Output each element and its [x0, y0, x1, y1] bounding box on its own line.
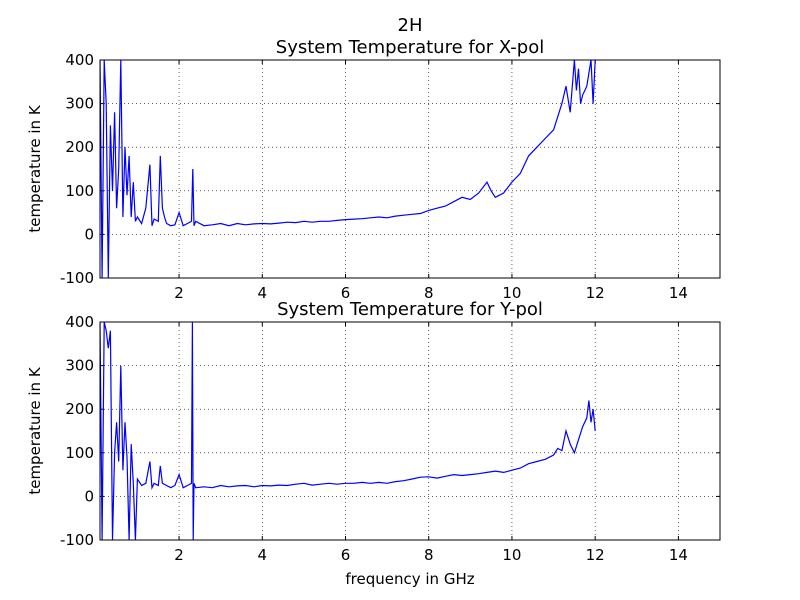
x-pol-xtick-label: 10 — [502, 284, 521, 302]
x-pol-xtick-label: 6 — [341, 284, 351, 302]
x-pol-series-line — [100, 60, 596, 278]
y-pol-ytick-label: 0 — [84, 487, 94, 505]
y-pol-xtick-label: 14 — [669, 546, 688, 564]
y-pol-ytick-label: 300 — [65, 357, 94, 375]
x-pol-xtick-label: 8 — [424, 284, 434, 302]
x-pol-ylabel: temperature in K — [26, 104, 44, 232]
x-pol-plot: System Temperature for X-pol temperature… — [26, 37, 721, 302]
y-pol-xtick-label: 2 — [174, 546, 184, 564]
x-pol-xtick-label: 4 — [258, 284, 268, 302]
y-pol-xtick-label: 6 — [341, 546, 351, 564]
y-pol-title: System Temperature for Y-pol — [277, 299, 543, 320]
y-pol-plot: System Temperature for Y-pol temperature… — [26, 299, 721, 588]
x-pol-xtick-label: 12 — [586, 284, 605, 302]
y-pol-ylabel: temperature in K — [26, 366, 44, 494]
figure-title: 2H — [398, 15, 423, 36]
x-pol-title: System Temperature for X-pol — [276, 37, 544, 58]
y-pol-ytick-label: 100 — [65, 444, 94, 462]
y-pol-xlabel: frequency in GHz — [345, 570, 474, 588]
y-pol-ytick-label: -100 — [60, 531, 94, 549]
x-pol-xtick-label: 2 — [174, 284, 184, 302]
y-pol-ytick-label: 400 — [65, 313, 94, 331]
x-pol-ytick-label: 400 — [65, 51, 94, 69]
y-pol-ytick-label: 200 — [65, 400, 94, 418]
y-pol-xtick-label: 4 — [258, 546, 268, 564]
y-pol-axes-frame — [99, 321, 721, 541]
y-pol-xtick-label: 8 — [424, 546, 434, 564]
x-pol-ytick-label: 0 — [84, 225, 94, 243]
x-pol-xtick-label: 14 — [669, 284, 688, 302]
x-pol-axes-frame — [99, 59, 721, 279]
y-pol-xtick-label: 12 — [586, 546, 605, 564]
x-pol-ytick-label: 100 — [65, 182, 94, 200]
x-pol-ytick-label: 300 — [65, 95, 94, 113]
y-pol-series-line — [100, 322, 596, 540]
y-pol-xtick-label: 10 — [502, 546, 521, 564]
x-pol-ytick-label: -100 — [60, 269, 94, 287]
x-pol-ytick-label: 200 — [65, 138, 94, 156]
